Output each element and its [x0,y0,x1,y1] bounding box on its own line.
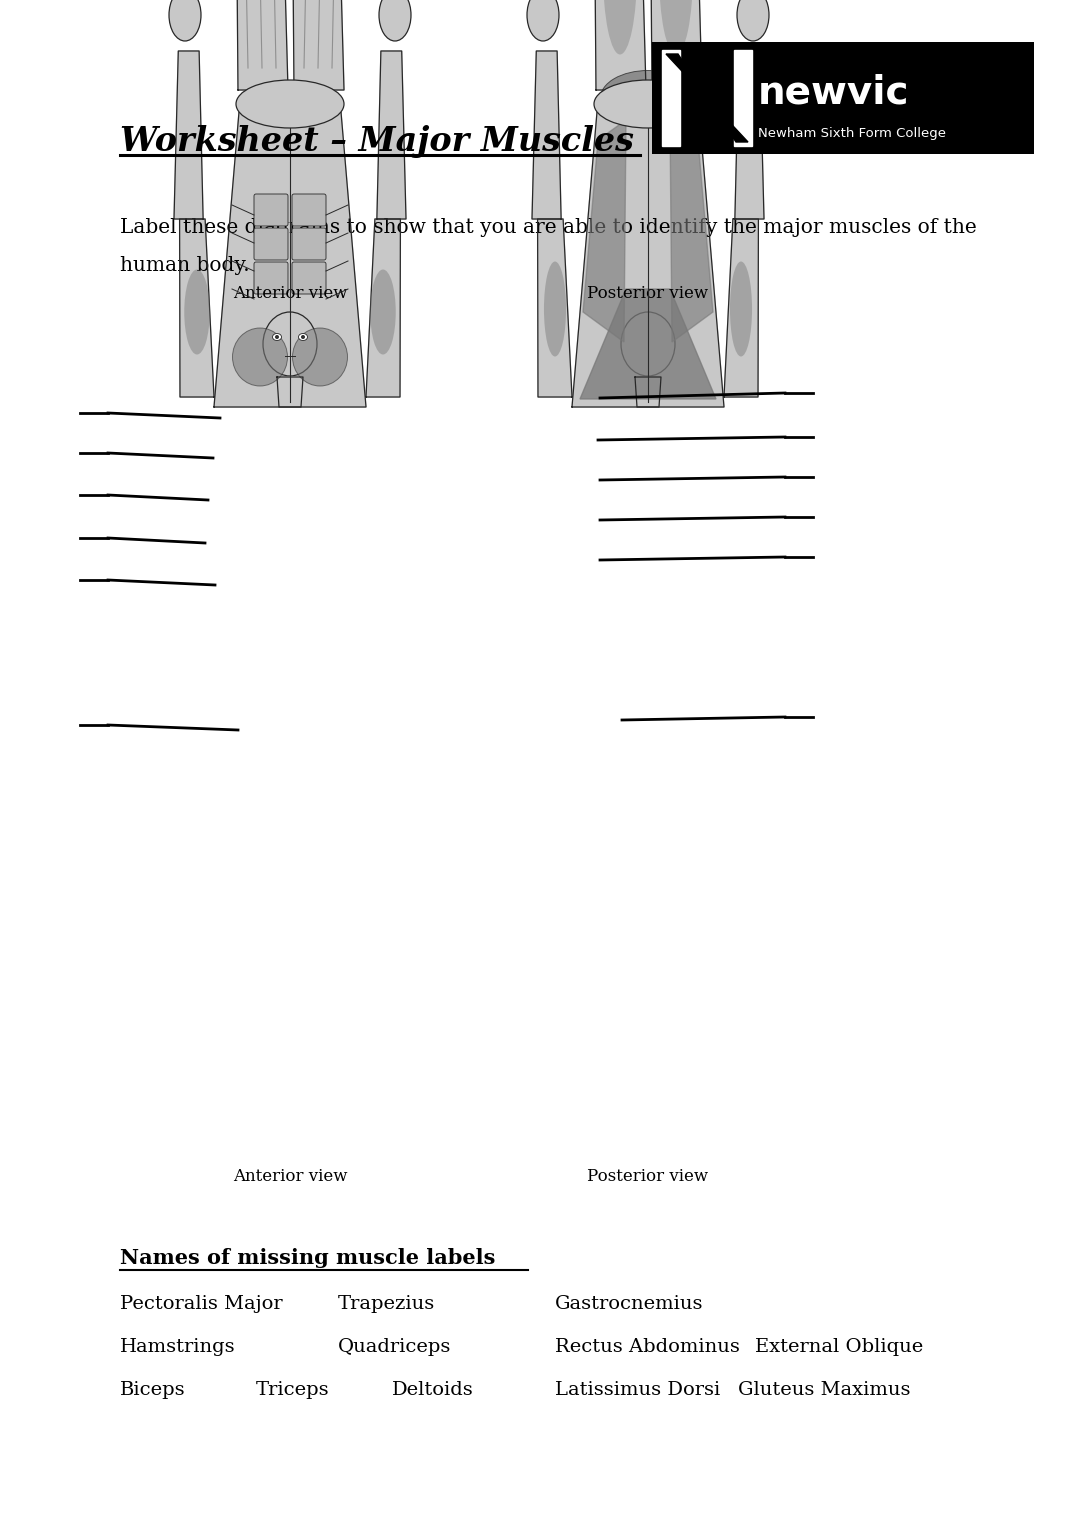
Ellipse shape [601,71,695,126]
Ellipse shape [236,80,344,127]
Text: Biceps: Biceps [119,1381,186,1399]
Ellipse shape [313,336,325,352]
Polygon shape [532,51,561,220]
FancyBboxPatch shape [292,263,326,293]
Text: Quadriceps: Quadriceps [338,1338,452,1356]
Polygon shape [214,112,366,407]
Polygon shape [666,54,748,141]
Bar [652,41,1034,154]
FancyBboxPatch shape [292,227,326,260]
Ellipse shape [621,312,675,376]
FancyBboxPatch shape [292,194,326,226]
Text: Pectoralis Major: Pectoralis Major [119,1295,282,1313]
Polygon shape [179,220,214,396]
Polygon shape [277,376,303,407]
Polygon shape [236,0,288,91]
Ellipse shape [169,0,201,41]
Text: newvic: newvic [758,74,909,112]
Polygon shape [583,120,626,343]
Text: Worksheet – Major Muscles: Worksheet – Major Muscles [119,124,634,158]
Text: Rectus Abdominus: Rectus Abdominus [555,1338,740,1356]
Ellipse shape [185,269,210,355]
Ellipse shape [273,333,281,341]
Ellipse shape [613,336,626,352]
Ellipse shape [671,336,683,352]
Text: human body.: human body. [119,257,250,275]
Ellipse shape [255,336,267,352]
Polygon shape [734,51,752,146]
Ellipse shape [275,335,279,339]
Polygon shape [651,0,702,91]
Text: Anterior view: Anterior view [232,1167,348,1184]
Polygon shape [635,376,661,407]
Ellipse shape [730,261,752,356]
Text: Names of missing muscle labels: Names of missing muscle labels [119,1247,495,1269]
Polygon shape [670,120,714,343]
Text: Newham Sixth Form College: Newham Sixth Form College [758,127,946,140]
Text: Latissimus Dorsi: Latissimus Dorsi [555,1381,720,1399]
Polygon shape [174,51,203,220]
Polygon shape [724,220,758,396]
Text: Gastrocnemius: Gastrocnemius [555,1295,704,1313]
Polygon shape [366,220,401,396]
Text: External Oblique: External Oblique [755,1338,923,1356]
Polygon shape [538,220,572,396]
FancyBboxPatch shape [254,263,288,293]
Ellipse shape [299,333,307,341]
Text: Trapezius: Trapezius [338,1295,435,1313]
Ellipse shape [527,0,559,41]
Ellipse shape [292,329,348,386]
Text: Posterior view: Posterior view [588,1167,708,1184]
Ellipse shape [603,0,637,54]
FancyBboxPatch shape [254,227,288,260]
Polygon shape [662,51,680,146]
Ellipse shape [544,261,566,356]
Text: Hamstrings: Hamstrings [119,1338,236,1356]
Polygon shape [735,51,763,220]
Text: Triceps: Triceps [256,1381,330,1399]
FancyBboxPatch shape [254,194,288,226]
Ellipse shape [263,312,317,376]
Ellipse shape [737,0,769,41]
Text: Posterior view: Posterior view [588,286,708,303]
Ellipse shape [594,80,702,127]
Ellipse shape [659,0,693,54]
Polygon shape [580,289,716,399]
Text: Label these diagrams to show that you are able to identify the major muscles of : Label these diagrams to show that you ar… [119,218,976,237]
Polygon shape [292,0,344,91]
Polygon shape [572,112,724,407]
Polygon shape [377,51,406,220]
Polygon shape [594,0,646,91]
Ellipse shape [370,269,395,355]
Ellipse shape [232,329,288,386]
Text: Anterior view: Anterior view [232,286,348,303]
Text: Gluteus Maximus: Gluteus Maximus [738,1381,910,1399]
Text: Deltoids: Deltoids [392,1381,473,1399]
Ellipse shape [379,0,411,41]
Ellipse shape [301,335,305,339]
